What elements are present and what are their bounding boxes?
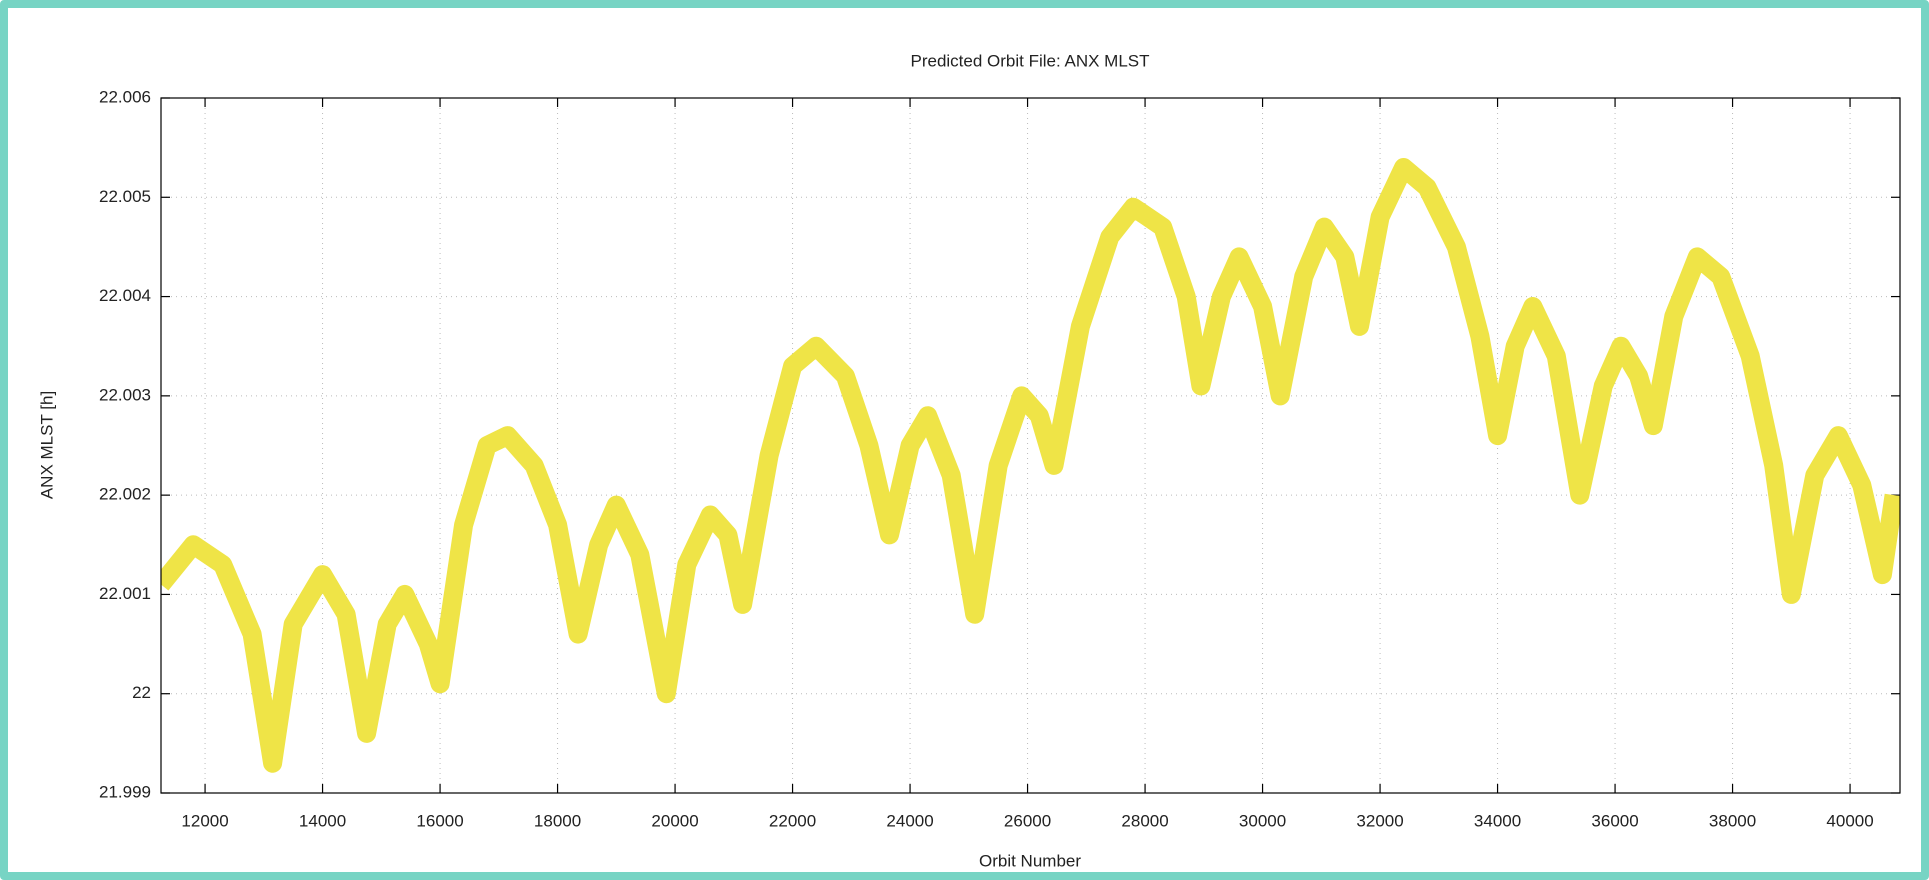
x-tick-label: 30000 [1239, 811, 1286, 830]
plot-frame [160, 97, 1901, 794]
data-line [161, 158, 1900, 773]
x-axis-label: Orbit Number [979, 851, 1081, 870]
y-tick-label: 22.001 [99, 584, 151, 603]
x-tick-label: 18000 [534, 811, 581, 830]
y-tick-label: 22.003 [99, 385, 151, 404]
x-tick-label: 40000 [1826, 811, 1873, 830]
x-tick-label: 12000 [181, 811, 228, 830]
x-tick-label: 28000 [1121, 811, 1168, 830]
x-tick-label: 24000 [886, 811, 933, 830]
y-tick-label: 21.999 [99, 782, 151, 801]
x-tick-label: 38000 [1709, 811, 1756, 830]
x-tick-label: 36000 [1591, 811, 1638, 830]
x-tick-label: 22000 [769, 811, 816, 830]
y-tick-label: 22.006 [99, 87, 151, 106]
x-tick-label: 16000 [416, 811, 463, 830]
x-tick-label: 26000 [1004, 811, 1051, 830]
x-tick-label: 32000 [1356, 811, 1403, 830]
x-tick-label: 34000 [1474, 811, 1521, 830]
y-tick-label: 22 [132, 683, 151, 702]
x-tick-label: 20000 [651, 811, 698, 830]
chart-title: Predicted Orbit File: ANX MLST [910, 51, 1149, 70]
y-tick-label: 22.002 [99, 485, 151, 504]
y-tick-label: 22.004 [99, 286, 151, 305]
y-tick-label: 22.005 [99, 187, 151, 206]
x-tick-label: 14000 [299, 811, 346, 830]
y-axis-label: ANX MLST [h] [37, 391, 56, 499]
